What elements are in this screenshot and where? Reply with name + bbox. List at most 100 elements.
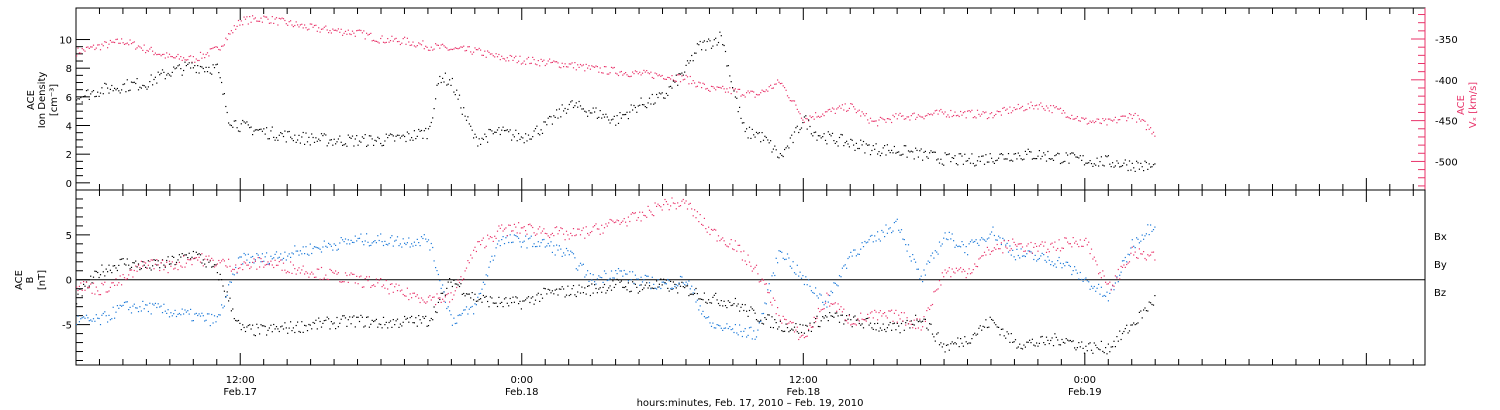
data-point <box>626 74 628 76</box>
data-point <box>799 323 801 326</box>
data-point <box>761 132 763 134</box>
data-point <box>502 236 504 238</box>
data-point <box>726 65 728 67</box>
data-point <box>961 155 963 157</box>
data-point <box>309 23 311 25</box>
data-point <box>185 262 187 264</box>
data-point <box>529 301 531 304</box>
data-point <box>1040 336 1042 338</box>
data-point <box>119 92 121 94</box>
data-point <box>435 304 437 306</box>
data-point <box>931 252 934 254</box>
data-point <box>516 297 518 299</box>
time-tick-label: 12:00 <box>789 375 818 386</box>
data-point <box>1128 160 1131 162</box>
data-point <box>284 130 286 132</box>
data-point <box>824 111 827 113</box>
data-point <box>429 320 431 322</box>
data-point <box>77 47 79 49</box>
data-point <box>433 48 435 50</box>
data-point <box>720 327 722 329</box>
data-point <box>606 279 608 282</box>
data-point <box>505 297 507 299</box>
data-point <box>969 342 972 344</box>
data-point <box>1120 115 1122 117</box>
data-point <box>512 241 514 243</box>
data-point <box>860 115 862 117</box>
data-point <box>1154 226 1156 228</box>
data-point <box>95 270 97 273</box>
data-point <box>485 136 487 138</box>
data-point <box>444 296 446 298</box>
data-point <box>898 151 900 153</box>
data-point <box>252 324 254 326</box>
data-point <box>568 103 570 106</box>
data-point <box>491 130 493 132</box>
data-point <box>143 44 145 46</box>
data-point <box>471 305 473 308</box>
data-point <box>304 273 306 275</box>
data-point <box>694 289 696 291</box>
data-point <box>564 296 566 298</box>
data-point <box>741 122 743 124</box>
data-point <box>812 291 814 294</box>
data-point <box>139 267 141 269</box>
data-point <box>884 328 886 331</box>
data-point <box>381 145 383 147</box>
data-point <box>629 271 631 273</box>
data-point <box>805 117 807 120</box>
data-point <box>891 329 893 331</box>
data-point <box>395 135 397 137</box>
data-point <box>464 270 466 272</box>
data-point <box>88 98 90 100</box>
data-point <box>1081 245 1083 247</box>
data-point <box>789 320 791 323</box>
data-point <box>557 117 559 119</box>
data-point <box>80 318 82 320</box>
data-point <box>244 122 247 124</box>
data-point <box>868 324 870 326</box>
data-point <box>339 322 341 324</box>
data-point <box>823 308 825 310</box>
data-point <box>587 115 589 117</box>
data-point <box>885 154 887 156</box>
data-point <box>889 321 891 324</box>
data-point <box>657 75 659 77</box>
data-point <box>751 308 753 310</box>
data-point <box>1137 114 1139 117</box>
data-point <box>311 133 313 135</box>
data-point <box>243 261 245 263</box>
data-point <box>846 267 848 269</box>
data-point <box>294 331 296 334</box>
data-point <box>319 320 321 323</box>
data-point <box>274 259 276 261</box>
data-point <box>543 238 545 241</box>
data-point <box>425 127 427 130</box>
data-point <box>737 88 739 90</box>
data-point <box>899 318 901 320</box>
data-point <box>860 139 862 141</box>
data-point <box>663 78 665 80</box>
data-point <box>488 306 490 308</box>
data-point <box>712 296 714 298</box>
data-point <box>892 152 894 154</box>
data-point <box>764 135 766 137</box>
data-point <box>800 335 803 337</box>
data-point <box>444 72 446 74</box>
data-point <box>995 160 997 162</box>
data-point <box>734 297 736 300</box>
data-point <box>358 276 361 278</box>
data-point <box>729 301 731 303</box>
data-point <box>547 60 549 62</box>
data-point <box>681 72 683 74</box>
data-point <box>882 118 884 120</box>
data-point <box>297 139 299 141</box>
data-point <box>896 118 898 120</box>
data-point <box>1119 119 1121 121</box>
data-point <box>978 244 980 246</box>
data-point <box>1120 265 1122 267</box>
data-point <box>297 24 299 26</box>
data-point <box>871 234 873 236</box>
data-point <box>499 245 501 247</box>
data-point <box>1103 165 1105 167</box>
